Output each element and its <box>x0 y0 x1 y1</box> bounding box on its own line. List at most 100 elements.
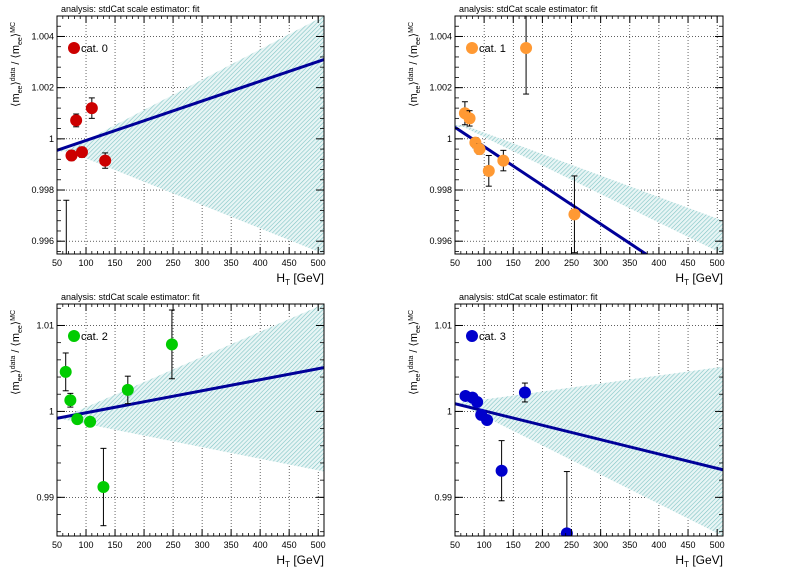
data-marker <box>60 254 72 266</box>
x-tick-label: 400 <box>253 258 268 268</box>
data-marker <box>473 143 486 156</box>
data-point <box>520 16 533 95</box>
y-tick-label: 0.996 <box>429 236 452 246</box>
data-marker <box>520 41 533 54</box>
fit-uncertainty-band <box>455 125 723 254</box>
y-tick-label: 1.004 <box>31 31 54 41</box>
x-tick-label: 100 <box>79 258 94 268</box>
panel-1: analysis: stdCat scale estimator: fit 50 1… <box>408 4 725 287</box>
data-marker <box>71 413 84 426</box>
data-point <box>84 415 97 428</box>
legend-marker <box>466 42 478 54</box>
data-point <box>482 154 495 187</box>
data-point <box>97 447 110 527</box>
y-tick-label: 0.998 <box>429 185 452 195</box>
y-tick-label: 1.002 <box>429 83 452 93</box>
y-tick-label: 0.998 <box>31 185 54 195</box>
data-marker <box>560 527 573 536</box>
data-marker <box>482 164 495 177</box>
data-point <box>560 471 573 536</box>
x-tick-label: 250 <box>564 540 579 550</box>
x-tick-label: 150 <box>506 540 521 550</box>
data-marker <box>70 114 83 127</box>
x-axis-label: HT [GeV] <box>276 271 324 287</box>
x-tick-label: 50 <box>52 540 62 550</box>
y-tick-label: 1 <box>447 406 452 416</box>
panel-header: analysis: stdCat scale estimator: fit <box>61 292 200 302</box>
x-tick-label: 150 <box>108 540 123 550</box>
y-tick-label: 1.004 <box>429 31 452 41</box>
x-tick-label: 200 <box>535 540 550 550</box>
data-point <box>75 146 88 159</box>
fit-uncertainty-band <box>57 16 324 254</box>
data-marker <box>99 154 112 167</box>
data-point <box>518 382 531 403</box>
x-tick-label: 500 <box>311 540 326 550</box>
x-tick-label: 500 <box>311 258 326 268</box>
data-point <box>165 309 178 380</box>
data-marker <box>64 394 77 407</box>
y-tick-label: 1 <box>49 406 54 416</box>
data-point <box>71 413 84 426</box>
x-tick-label: 100 <box>79 540 94 550</box>
x-tick-label: 400 <box>651 258 666 268</box>
data-point <box>495 440 508 502</box>
data-point <box>60 199 72 266</box>
x-tick-label: 100 <box>477 258 492 268</box>
data-marker <box>495 464 508 477</box>
x-tick-label: 50 <box>450 258 460 268</box>
legend-label: cat. 3 <box>479 331 506 343</box>
legend-marker <box>466 330 478 342</box>
y-tick-label: 1 <box>49 134 54 144</box>
y-axis-label: ⟨mee⟩data / ⟨mee⟩MC <box>10 22 24 107</box>
panel-header: analysis: stdCat scale estimator: fit <box>61 4 200 14</box>
x-tick-label: 300 <box>195 540 210 550</box>
data-point <box>463 110 476 127</box>
x-axis-label: HT [GeV] <box>675 553 723 569</box>
legend-marker <box>68 42 80 54</box>
fit-line <box>455 402 723 472</box>
data-marker <box>481 414 494 426</box>
y-axis-label: ⟨mee⟩data / ⟨mee⟩MC <box>408 22 422 107</box>
x-tick-label: 300 <box>195 258 210 268</box>
y-tick-label: 0.99 <box>36 492 54 502</box>
legend-marker <box>68 330 80 342</box>
data-point <box>99 152 112 169</box>
panel-3: analysis: stdCat scale estimator: fit 50 1… <box>408 292 725 569</box>
y-tick-label: 1.002 <box>31 83 54 93</box>
x-tick-label: 250 <box>166 258 181 268</box>
data-point <box>65 149 78 162</box>
data-point <box>471 395 484 408</box>
fit-uncertainty-band <box>455 366 723 536</box>
data-marker <box>75 146 88 159</box>
panel-0: analysis: stdCat scale estimator: fit 50 1… <box>10 4 326 287</box>
y-tick-label: 1.01 <box>36 320 54 330</box>
fit-line <box>57 58 324 152</box>
data-marker <box>97 481 110 494</box>
data-point <box>568 175 581 254</box>
data-marker <box>497 154 510 167</box>
x-tick-label: 350 <box>622 258 637 268</box>
legend-label: cat. 1 <box>479 43 506 55</box>
x-tick-label: 150 <box>506 258 521 268</box>
panel-header: analysis: stdCat scale estimator: fit <box>459 4 598 14</box>
x-tick-label: 450 <box>681 540 696 550</box>
fit-uncertainty-band <box>57 304 324 472</box>
x-tick-label: 250 <box>166 540 181 550</box>
x-tick-label: 50 <box>52 258 62 268</box>
x-tick-label: 100 <box>477 540 492 550</box>
y-tick-label: 1 <box>447 134 452 144</box>
x-tick-label: 500 <box>710 540 725 550</box>
data-point <box>85 97 98 119</box>
x-tick-label: 450 <box>282 540 297 550</box>
fit-line <box>57 366 324 420</box>
x-axis-label: HT [GeV] <box>276 553 324 569</box>
legend-label: cat. 0 <box>81 43 108 55</box>
x-tick-label: 200 <box>535 258 550 268</box>
data-point <box>121 375 134 405</box>
data-marker <box>121 383 134 396</box>
y-tick-label: 1.01 <box>434 320 452 330</box>
legend-label: cat. 2 <box>81 331 108 343</box>
x-tick-label: 300 <box>593 258 608 268</box>
